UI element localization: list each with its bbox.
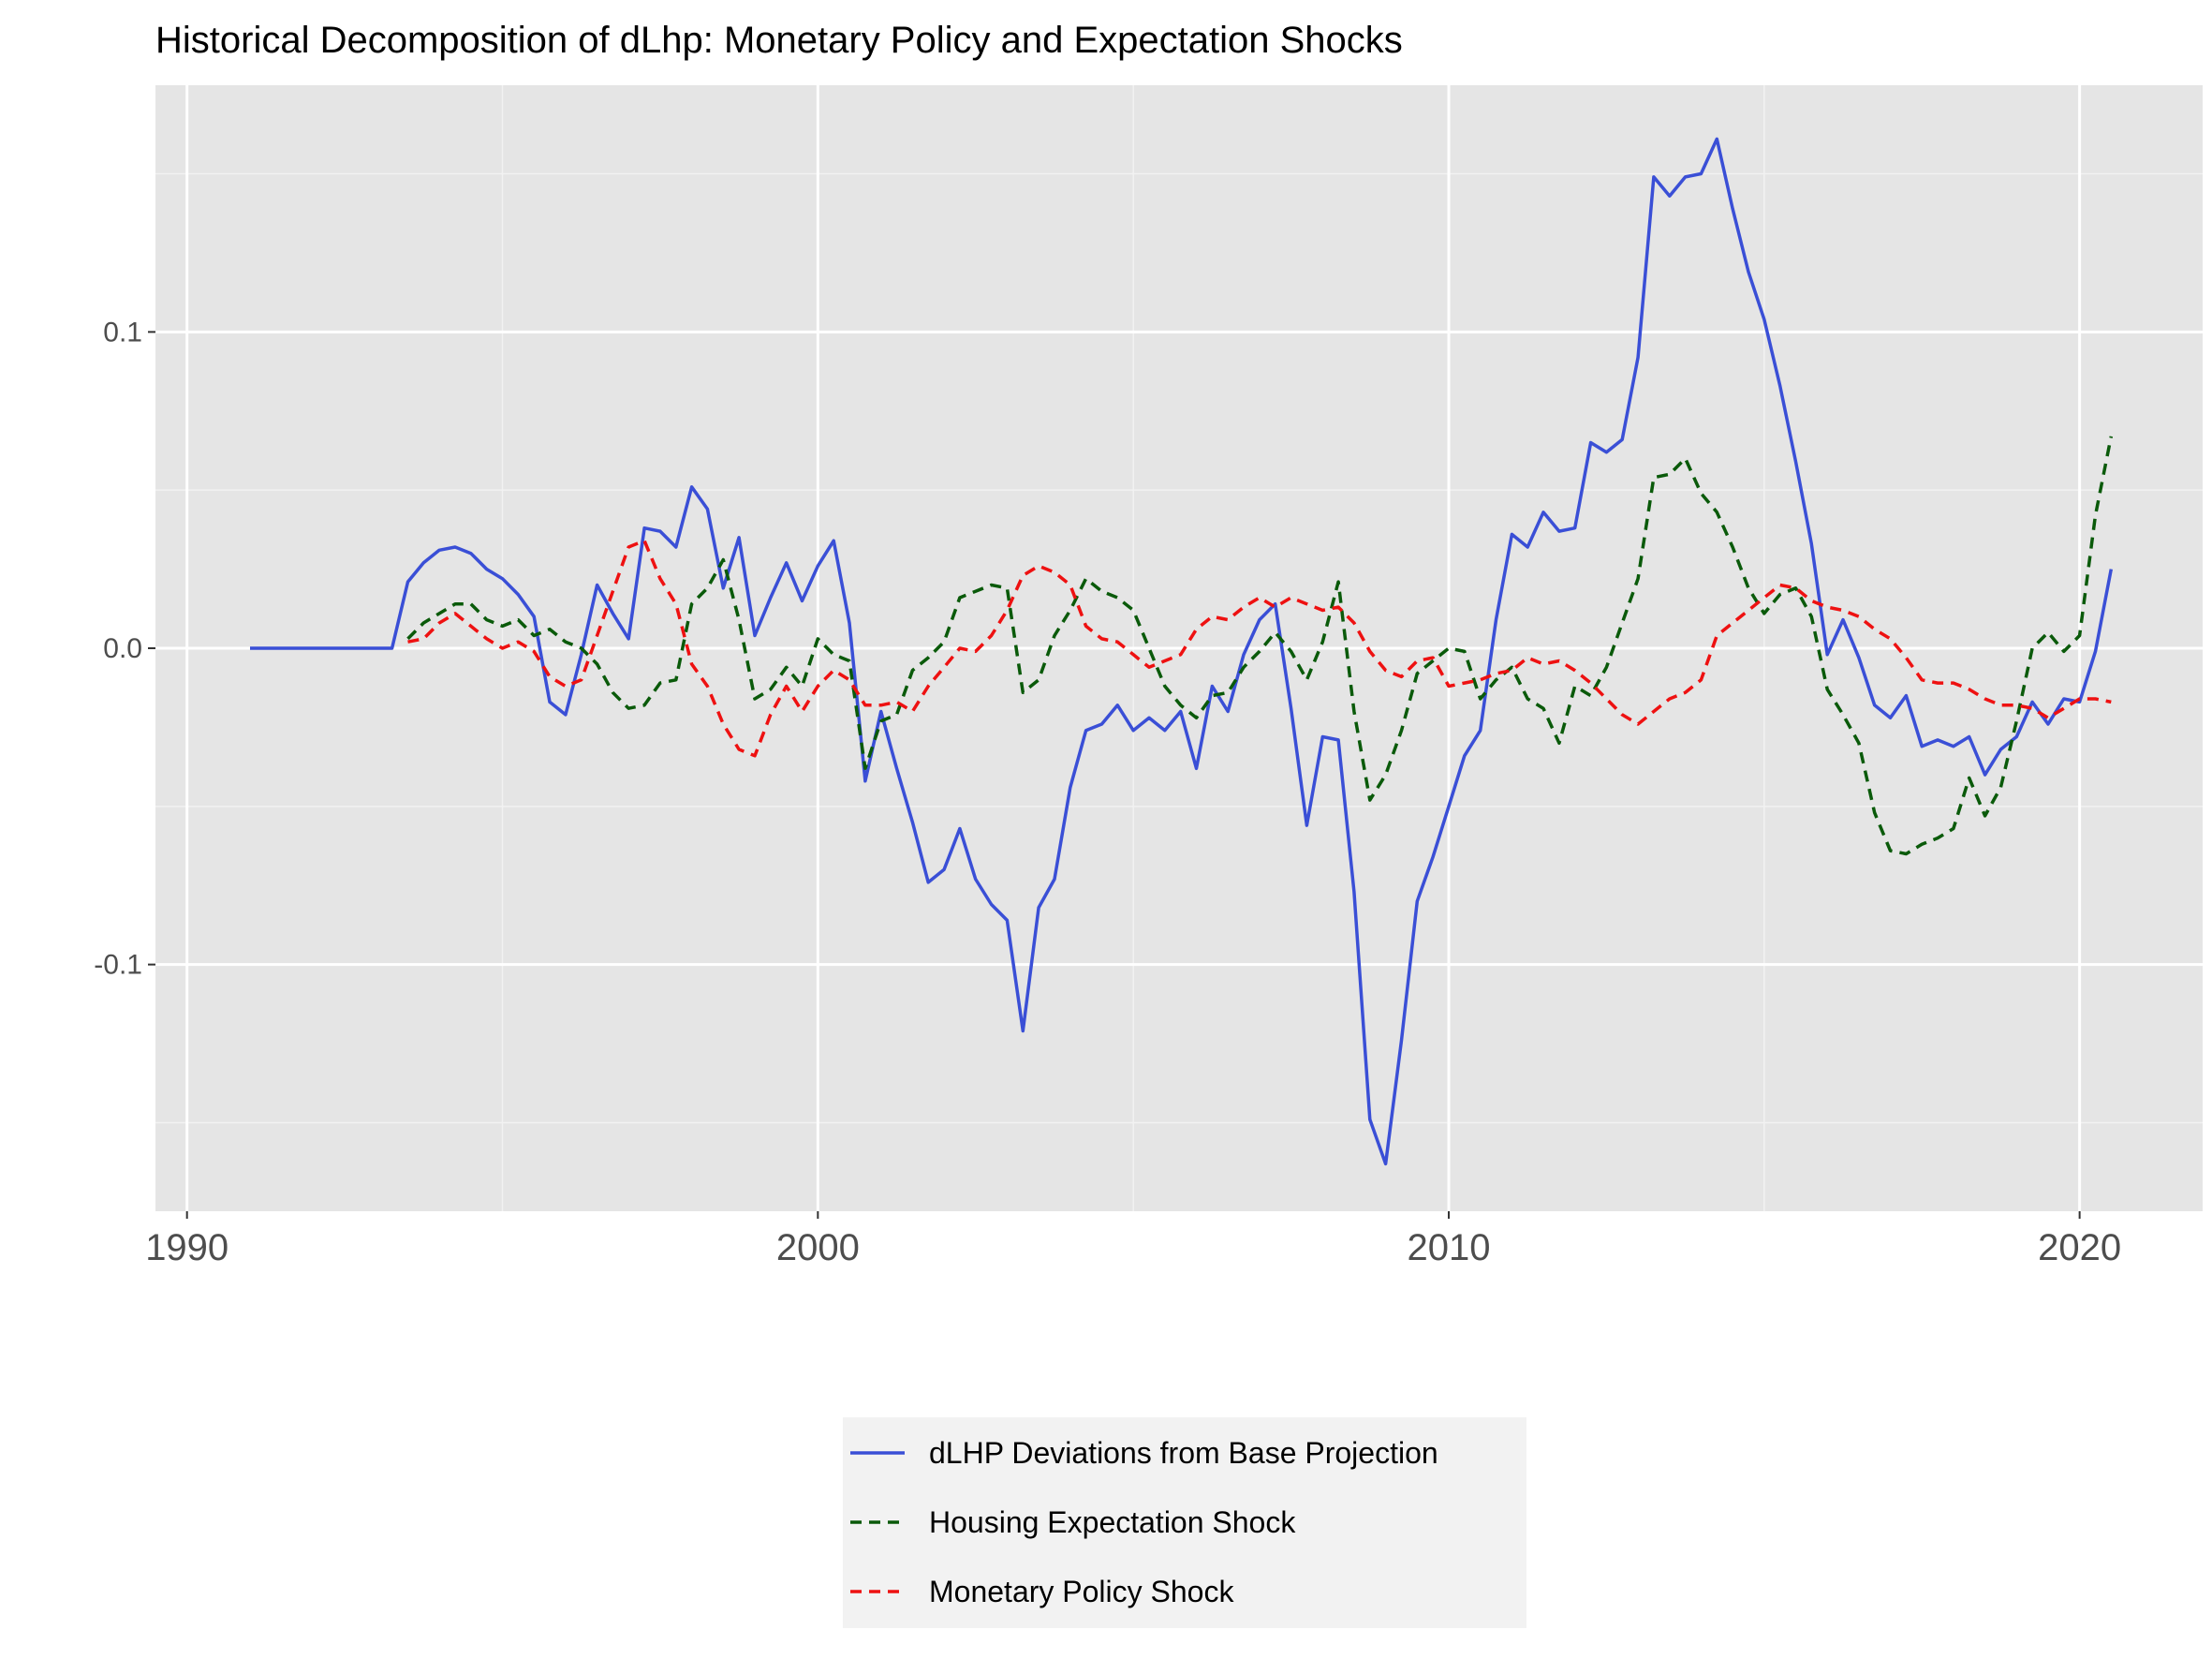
y-tick-label: 0.0 [103, 633, 142, 664]
legend-entry-1: dLHP Deviations from Base Projection [850, 1436, 1438, 1470]
legend-label-1: dLHP Deviations from Base Projection [929, 1436, 1438, 1470]
legend-entry-3: Monetary Policy Shock [850, 1575, 1234, 1608]
series-layer [250, 137, 2114, 1166]
y-tick-label: -0.1 [94, 950, 142, 981]
legend: dLHP Deviations from Base Projection Hous… [843, 1417, 1526, 1628]
legend-label-3: Monetary Policy Shock [929, 1575, 1234, 1608]
grid-major [155, 85, 2203, 1211]
series-line-3 [407, 539, 2112, 758]
legend-box [843, 1417, 1526, 1628]
y-tick-label: 0.1 [103, 317, 142, 348]
series-line-2 [406, 436, 2114, 856]
x-tick-label: 2020 [2038, 1227, 2121, 1268]
y-axis: -0.1 0.0 0.1 [94, 317, 155, 981]
x-axis: 1990 2000 2010 2020 [145, 1211, 2121, 1268]
x-tick-label: 2010 [1407, 1227, 1490, 1268]
x-tick-label: 1990 [145, 1227, 229, 1268]
legend-entry-2: Housing Expectation Shock [850, 1505, 1296, 1539]
series-line-1 [250, 137, 2114, 1166]
x-tick-label: 2000 [776, 1227, 860, 1268]
chart-title: Historical Decomposition of dLhp: Moneta… [155, 20, 1403, 61]
legend-label-2: Housing Expectation Shock [929, 1505, 1296, 1539]
